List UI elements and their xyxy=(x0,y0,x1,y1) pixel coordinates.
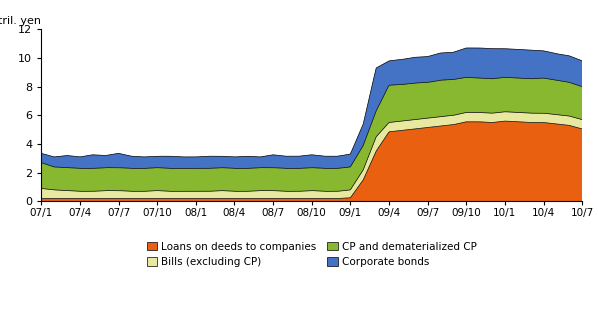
Text: tril. yen: tril. yen xyxy=(0,16,41,26)
Legend: Loans on deeds to companies, Bills (excluding CP), CP and dematerialized CP, Cor: Loans on deeds to companies, Bills (excl… xyxy=(143,237,481,271)
